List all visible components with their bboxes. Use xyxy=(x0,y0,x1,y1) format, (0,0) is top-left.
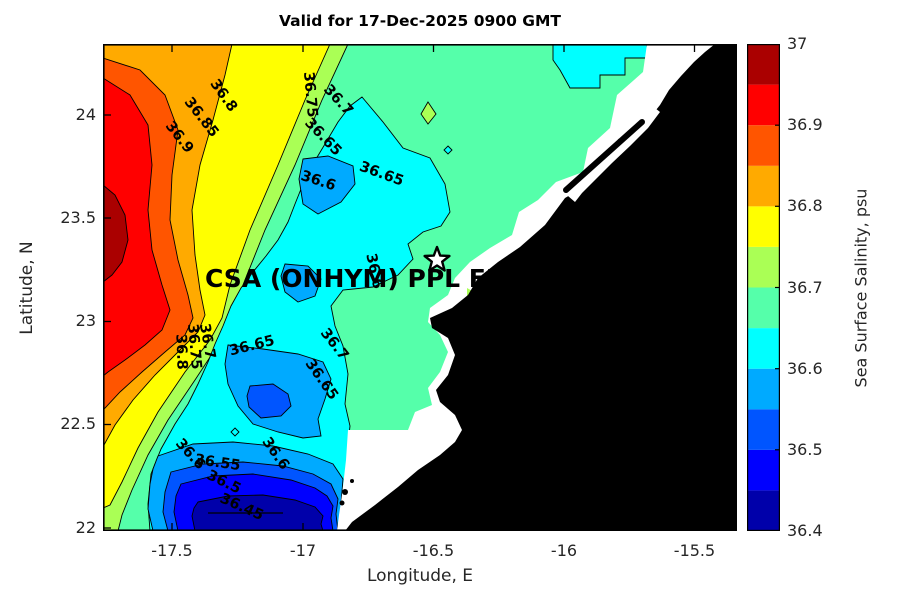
y-tick-label: 23.5 xyxy=(60,208,96,227)
contour-label: 36.7 xyxy=(196,322,218,360)
x-tick-label: -17.5 xyxy=(151,541,193,560)
coastal-islet xyxy=(342,489,348,495)
land-mass xyxy=(345,44,737,531)
cool-contour-bands xyxy=(147,44,648,531)
colorbar-border xyxy=(747,44,780,531)
x-axis-label: Longitude, E xyxy=(366,566,474,586)
colorbar-title: Sea Surface Salinity, psu xyxy=(851,188,871,388)
contour-label: 36.75 xyxy=(300,71,320,118)
contour-label: 36.8 xyxy=(172,334,189,370)
sea-surface-salinity-contour-map: 36.8 36.85 36.9 36.75 36.7 36.65 36.6 36… xyxy=(103,44,737,531)
contour-label: 36.55 xyxy=(194,452,242,474)
contour-label: 36.6 xyxy=(362,252,385,290)
x-tick-label: -16 xyxy=(550,541,578,560)
colorbar-tick-label: 36.4 xyxy=(787,521,823,540)
star-marker xyxy=(423,245,451,272)
x-tick-label: -17 xyxy=(289,541,317,560)
x-tick-label: -16.5 xyxy=(412,541,455,560)
lagoon xyxy=(568,108,660,202)
y-tick-label: 22.5 xyxy=(60,414,96,433)
colorbar-tick-label: 36.5 xyxy=(787,440,823,459)
colorbar-tick-label: 36.7 xyxy=(787,278,823,297)
colorbar xyxy=(747,44,780,531)
dakhla-peninsula xyxy=(563,119,645,193)
coastal-islet xyxy=(350,479,354,483)
contour-label: 36.75 xyxy=(184,323,204,370)
lagoon-islet xyxy=(617,138,623,144)
y-axis-label: Latitude, N xyxy=(17,241,37,335)
colorbar-tick-label: 36.9 xyxy=(787,115,823,134)
axes-border xyxy=(103,44,737,531)
y-tick-label: 24 xyxy=(75,105,96,124)
colorbar-tick-label: 37 xyxy=(787,34,808,53)
x-tick-label: -15.5 xyxy=(673,541,716,560)
y-tick-label: 23 xyxy=(75,311,96,330)
y-tick-label: 22 xyxy=(75,518,96,537)
colorbar-tick-label: 36.8 xyxy=(787,196,823,215)
figure-title: Valid for 17-Dec-2025 0900 GMT xyxy=(279,12,561,30)
coastal-islet xyxy=(339,500,345,506)
colorbar-bands xyxy=(747,44,780,531)
colorbar-tick-label: 36.6 xyxy=(787,359,823,378)
warm-contour-bands xyxy=(103,44,349,531)
